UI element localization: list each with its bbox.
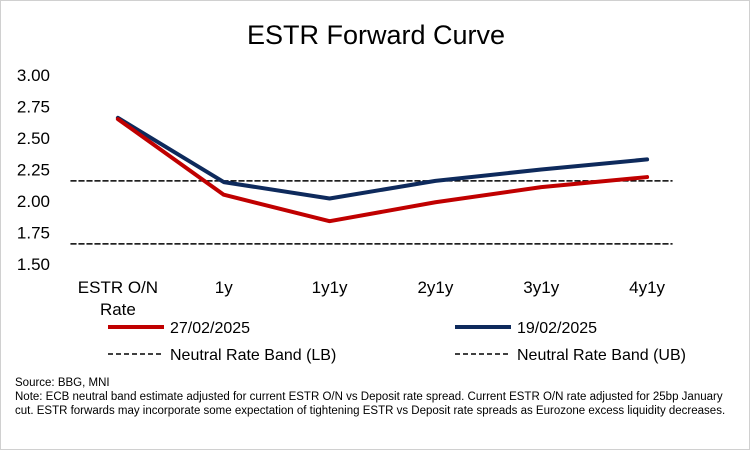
- y-tick-label: 3.00: [17, 66, 50, 85]
- plot-area: [70, 115, 673, 245]
- legend: 27/02/2025 19/02/2025 Neutral Rate Band (L…: [108, 320, 686, 364]
- legend-label: Neutral Rate Band (UB): [517, 347, 686, 364]
- series-line: [115, 117, 650, 224]
- y-tick-label: 2.75: [17, 98, 50, 117]
- footnote: Source: BBG, MNI Note: ECB neutral band …: [15, 376, 740, 418]
- y-tick-label: 2.00: [17, 192, 50, 211]
- chart-canvas: ESTR Forward Curve 3.00 2.75 2.50 2.25 2.00 1…: [17, 20, 686, 364]
- y-tick-label: 1.75: [17, 224, 50, 243]
- note-text: Note: ECB neutral band estimate adjusted…: [15, 391, 726, 417]
- source-text: Source: BBG, MNI: [15, 377, 110, 389]
- x-tick-label: 1y1y: [312, 278, 348, 297]
- x-tick-label: 3y1y: [523, 278, 559, 297]
- x-tick-label: ESTR O/N Rate: [78, 278, 158, 319]
- legend-label: 27/02/2025: [170, 320, 250, 337]
- y-axis: 3.00 2.75 2.50 2.25 2.00 1.75 1.50: [17, 66, 50, 274]
- legend-label: Neutral Rate Band (LB): [170, 347, 336, 364]
- y-tick-label: 2.25: [17, 161, 50, 180]
- x-tick-label: 2y1y: [417, 278, 453, 297]
- legend-label: 19/02/2025: [517, 320, 597, 337]
- x-tick-label: 4y1y: [629, 278, 665, 297]
- chart-title: ESTR Forward Curve: [247, 20, 505, 50]
- y-tick-label: 2.50: [17, 129, 50, 148]
- y-tick-label: 1.50: [17, 255, 50, 274]
- series-line: [115, 115, 650, 201]
- x-tick-label: 1y: [215, 278, 233, 297]
